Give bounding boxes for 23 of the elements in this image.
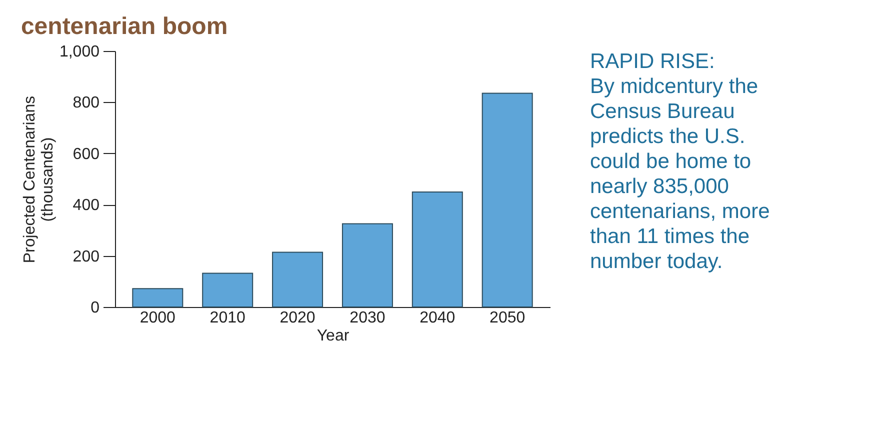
bar bbox=[202, 272, 254, 308]
y-axis-title: Projected Centenarians (thousands) bbox=[21, 96, 56, 264]
x-tick-label: 2040 bbox=[420, 310, 456, 326]
y-tick-label: 1,000 bbox=[59, 44, 100, 60]
bar bbox=[132, 288, 184, 308]
bar bbox=[272, 252, 324, 308]
y-tick-label: 400 bbox=[72, 197, 100, 214]
y-tick-label: 200 bbox=[72, 248, 100, 266]
text: RAPID RISE: bbox=[590, 50, 715, 73]
x-tick-label: 2030 bbox=[350, 310, 386, 326]
bar bbox=[482, 92, 533, 308]
y-tick-label: 0 bbox=[90, 300, 100, 316]
bar bbox=[342, 223, 393, 308]
x-tick-label: 2020 bbox=[280, 310, 316, 326]
x-axis-title: Year bbox=[316, 328, 350, 344]
chart-title: centenarian boom bbox=[20, 13, 228, 40]
bar bbox=[412, 192, 463, 308]
x-tick-label: 2000 bbox=[140, 310, 176, 326]
y-tick-label: 800 bbox=[72, 94, 100, 112]
x-tick-label: 2010 bbox=[210, 310, 246, 326]
text: By midcentury the Census Bureau predicts the U.S. could be home to nearly 835,000 centenarians, more than 11 times the number today. bbox=[590, 75, 770, 273]
x-tick-label: 2050 bbox=[490, 310, 526, 326]
y-tick-label: 600 bbox=[72, 146, 100, 163]
